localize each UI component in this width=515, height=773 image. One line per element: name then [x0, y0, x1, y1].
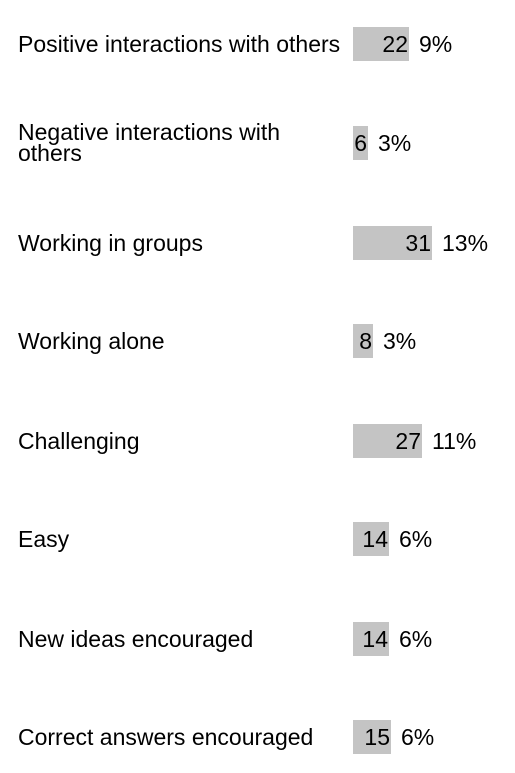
bar-value-label: 14 [362, 525, 388, 552]
chart-row: Working in groups 31 13% [0, 213, 515, 273]
bar [353, 226, 432, 260]
bar-percent-label: 3% [378, 129, 412, 156]
category-label: Easy [18, 525, 70, 552]
category-label: Positive interactions with others [18, 30, 341, 57]
bar-percent-label: 13% [442, 229, 489, 256]
category-label: New ideas encouraged [18, 625, 254, 652]
chart-row: Positive interactions with others 22 9% [0, 14, 515, 74]
bar [353, 522, 389, 556]
bar-percent-label: 6% [401, 723, 435, 750]
category-label: Working alone [18, 327, 165, 354]
category-label: Negative interactions with others [18, 119, 281, 166]
chart-row: Easy 14 6% [0, 509, 515, 569]
bar-value-label: 31 [405, 229, 431, 256]
bar-percent-label: 11% [432, 427, 477, 454]
bar-value-label: 15 [364, 723, 390, 750]
chart-row: New ideas encouraged 14 6% [0, 609, 515, 669]
bar [353, 324, 373, 358]
bar-value-label: 22 [382, 30, 408, 57]
bar [353, 424, 422, 458]
bar-percent-label: 9% [419, 30, 453, 57]
category-label: Working in groups [18, 229, 203, 256]
bar [353, 27, 409, 61]
bar-percent-label: 6% [399, 625, 433, 652]
bar [353, 622, 389, 656]
bar-value-label: 27 [395, 427, 421, 454]
category-label: Challenging [18, 427, 140, 454]
bar [353, 720, 391, 754]
bar-percent-label: 6% [399, 525, 433, 552]
bar [353, 126, 368, 160]
chart-row: Working alone 8 3% [0, 311, 515, 371]
bar-percent-label: 3% [383, 327, 417, 354]
bar-value-label: 14 [362, 625, 388, 652]
chart-row: Challenging 27 11% [0, 411, 515, 471]
chart-row: Correct answers encouraged 15 6% [0, 707, 515, 767]
bar-value-label: 6 [354, 129, 367, 156]
chart-row: Negative interactions with others 6 3% [0, 113, 515, 173]
bar-value-label: 8 [359, 327, 372, 354]
category-label: Correct answers encouraged [18, 723, 314, 750]
